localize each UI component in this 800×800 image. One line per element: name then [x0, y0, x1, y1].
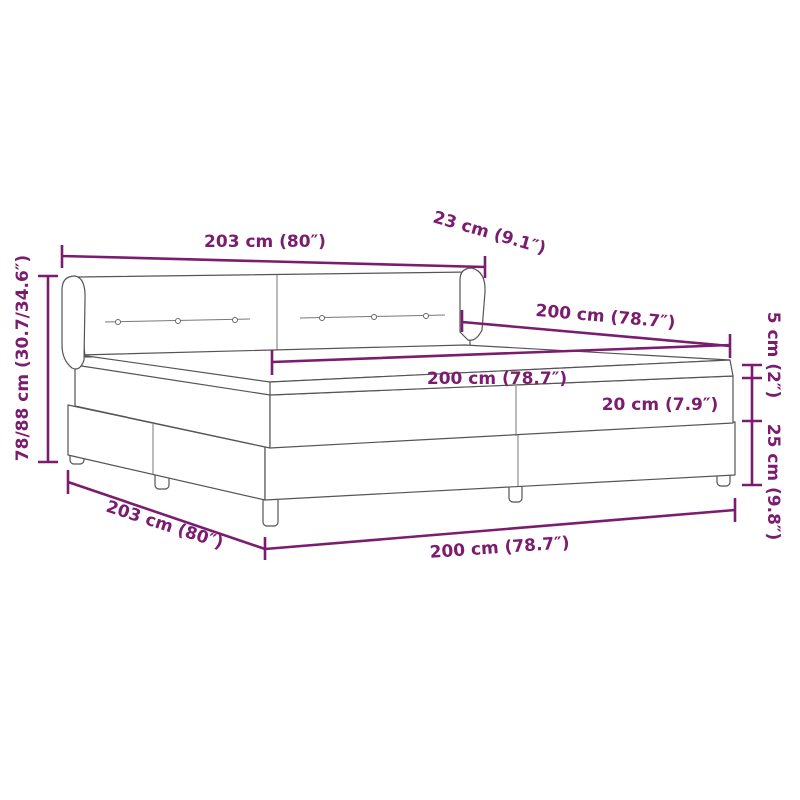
dimline-total-height — [38, 274, 58, 464]
headboard-wing-right — [459, 267, 486, 341]
tufting-button — [371, 314, 377, 320]
tufting-button — [232, 317, 238, 323]
dimline-right-heights — [742, 363, 762, 487]
dimension-lines — [38, 245, 762, 560]
dimline-mattress-width — [270, 343, 731, 375]
label-total-height: 78/88 cm (30.7/34.6″) — [13, 255, 33, 461]
dimline-overall-length — [60, 245, 487, 278]
topper-front — [269, 359, 734, 396]
label-overall-length: 203 cm (80″) — [204, 232, 326, 252]
label-headboard-depth: 23 cm (9.1″) — [431, 208, 549, 259]
label-mattress-height: 20 cm (7.9″) — [602, 395, 719, 415]
headboard-wing-left — [61, 275, 86, 370]
label-base-width: 200 cm (78.7″) — [429, 533, 570, 563]
headboard — [77, 271, 471, 358]
tufting-button — [423, 313, 429, 319]
bed-illustration — [61, 267, 736, 527]
tufting-button — [175, 318, 181, 324]
label-base-length: 203 cm (80″) — [103, 497, 225, 554]
tufting-button — [115, 319, 121, 325]
label-headboard-width: 200 cm (78.7″) — [535, 301, 676, 333]
dimline-base-length — [66, 470, 266, 551]
label-mattress-width: 200 cm (78.7″) — [427, 369, 567, 389]
tufting-button — [319, 315, 325, 321]
label-topper-height: 5 cm (2″) — [763, 312, 783, 398]
label-base-height: 25 cm (9.8″) — [763, 424, 783, 541]
